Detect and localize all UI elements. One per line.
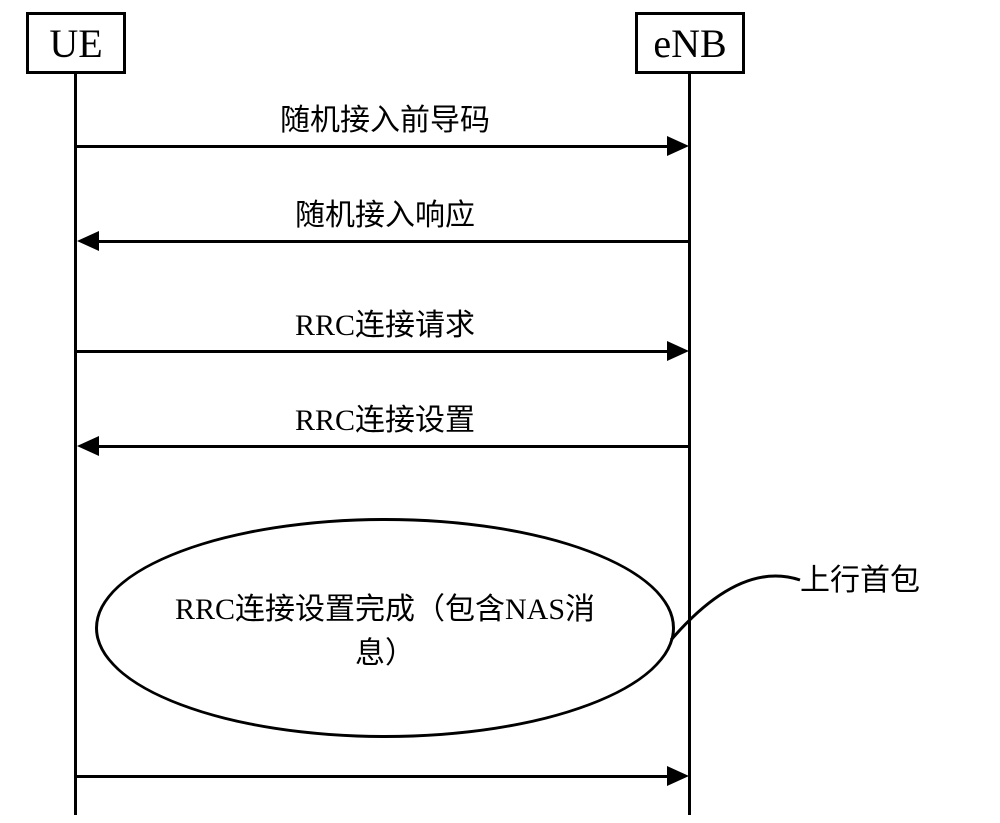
annotation-leader xyxy=(0,0,1000,823)
sequence-diagram: UE eNB 随机接入前导码 随机接入响应 RRC连接请求 RRC连接设置 RR… xyxy=(0,0,1000,823)
annotation-text: 上行首包 xyxy=(800,555,920,599)
